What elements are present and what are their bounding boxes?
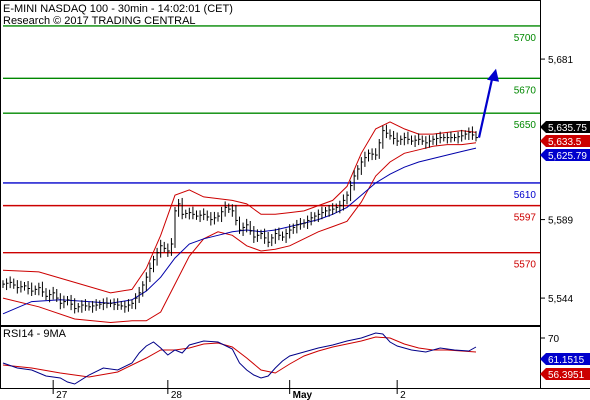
x-tick-label-2: May	[293, 390, 313, 400]
rsi-panel: 70 61.1515 56.3951	[0, 326, 590, 389]
forecast-arrow-head	[487, 68, 499, 82]
level-label-5610: 5610	[514, 190, 537, 201]
x-tick-label-1: 28	[171, 390, 183, 400]
price-badge-ma	[540, 149, 590, 161]
price-panel: 5700 5670 5650 5610 5597 5570 5,681 5,589 5,544 5…	[0, 0, 590, 326]
rsi-ma-line	[2, 336, 477, 378]
price-badge-bollinger	[540, 135, 590, 147]
rsi-line	[2, 332, 477, 385]
bollinger-upper-line	[2, 121, 477, 294]
x-tick-label-3: 2	[400, 390, 406, 400]
forecast-arrow-line	[477, 74, 495, 138]
rsi-title: RSI14 - 9MA	[3, 328, 67, 340]
y-tick-label-1: 5,589	[548, 216, 573, 227]
x-tick-label-0: 27	[56, 390, 68, 400]
level-label-5650: 5650	[514, 120, 537, 131]
price-frame	[0, 0, 541, 326]
price-bars	[2, 124, 478, 314]
chart-title: E-MINI NASDAQ 100 - 30min - 14:02:01 (CE…	[3, 3, 233, 15]
rsi-badge-ma	[540, 368, 590, 380]
level-label-5700: 5700	[514, 33, 537, 44]
price-badge-label-ma: 5,625.79	[548, 151, 587, 162]
rsi-y-tick-label-0: 70	[548, 334, 560, 345]
chart-subtitle: Research © 2017 TRADING CENTRAL	[3, 15, 196, 27]
level-label-5670: 5670	[514, 85, 537, 96]
bollinger-lower-line	[2, 142, 477, 324]
price-badge-label-bollinger: 5,633.5	[548, 137, 582, 148]
price-badge-label-last: 5,635.75	[548, 123, 587, 134]
level-label-5570: 5570	[514, 260, 537, 271]
y-tick-label-2: 5,544	[548, 294, 573, 305]
rsi-badge-label-rsi: 61.1515	[548, 355, 585, 366]
y-tick-label-0: 5,681	[548, 55, 573, 66]
price-badge-last	[540, 121, 590, 133]
rsi-badge-rsi	[540, 353, 590, 365]
level-label-5597: 5597	[514, 213, 537, 224]
rsi-badge-label-ma: 56.3951	[548, 370, 585, 381]
